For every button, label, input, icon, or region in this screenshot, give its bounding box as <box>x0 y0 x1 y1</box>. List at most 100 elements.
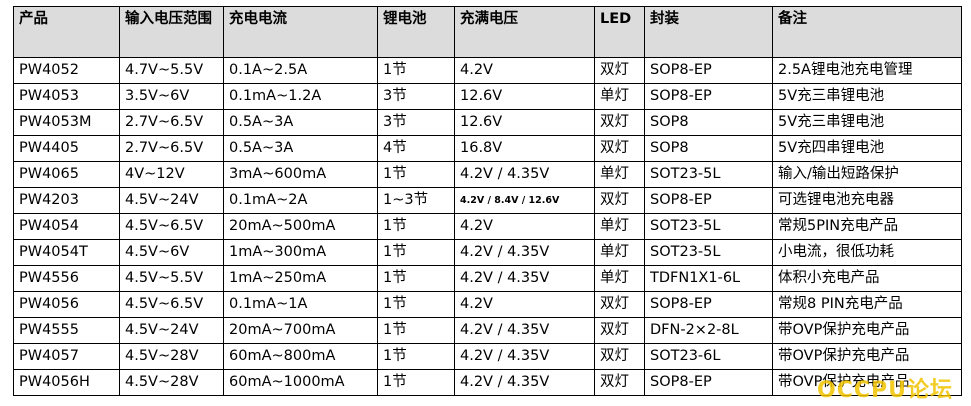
cell-remarks: 小电流，很低功耗 <box>772 239 962 266</box>
table-row: PW4057 4.5V~28V 60mA~800mA 1节 4.2V / 4.35V 双灯… <box>13 343 962 370</box>
cell-battery-cells: 1节 <box>377 265 455 292</box>
cell-led: 双灯 <box>594 109 645 136</box>
cell-charge-current: 20mA~700mA <box>223 317 378 344</box>
table-row: PW4054 4.5V~6.5V 20mA~500mA 1节 4.2V 单灯 SOT23-5… <box>13 213 962 240</box>
table-row: PW4054T 4.5V~6V 1mA~300mA 1节 4.2V / 4.35V 单灯 S… <box>13 239 962 266</box>
header-charge-current: 充电电流 <box>223 6 378 58</box>
cell-charge-current: 20mA~500mA <box>223 213 378 240</box>
cell-product: PW4052 <box>13 57 120 84</box>
table-row: PW4556 4.5V~5.5V 1mA~250mA 1节 4.2V / 4.35V 单灯… <box>13 265 962 292</box>
cell-charge-current: 1mA~250mA <box>223 265 378 292</box>
cell-input-voltage: 4.7V~5.5V <box>119 57 224 84</box>
header-led: LED <box>594 6 645 58</box>
cell-led: 双灯 <box>594 135 645 162</box>
table-row: PW4052 4.7V~5.5V 0.1A~2.5A 1节 4.2V 双灯 SOP8-EP 2… <box>13 57 962 84</box>
cell-full-voltage: 4.2V <box>454 213 595 240</box>
product-table: 产品 输入电压范围 充电电流 锂电池 充满电压 LED 封装 备注 PW4052… <box>13 6 962 396</box>
cell-full-voltage: 4.2V / 4.35V <box>454 239 595 266</box>
cell-battery-cells: 1节 <box>377 369 455 396</box>
cell-full-voltage: 16.8V <box>454 135 595 162</box>
cell-remarks: 5V充三串锂电池 <box>772 83 962 110</box>
cell-charge-current: 0.1mA~1A <box>223 291 378 318</box>
cell-input-voltage: 4.5V~5.5V <box>119 265 224 292</box>
cell-input-voltage: 4.5V~24V <box>119 187 224 214</box>
cell-remarks: 2.5A锂电池充电管理 <box>772 57 962 84</box>
cell-full-voltage: 4.2V <box>454 57 595 84</box>
cell-battery-cells: 3节 <box>377 109 455 136</box>
table-row: PW4203 4.5V~24V 0.1mA~2A 1~3节 4.2V / 8.4V / … <box>13 187 962 214</box>
table-row: PW4053M 2.7V~6.5V 0.5A~3A 3节 12.6V 双灯 SOP8 5V充三… <box>13 109 962 136</box>
cell-remarks: 输入/输出短路保护 <box>772 161 962 188</box>
cell-input-voltage: 3.5V~6V <box>119 83 224 110</box>
cell-package: DFN-2×2-8L <box>644 317 773 344</box>
cell-charge-current: 0.1A~2.5A <box>223 57 378 84</box>
cell-package: SOP8-EP <box>644 291 773 318</box>
header-product: 产品 <box>13 6 120 58</box>
cell-package: SOP8-EP <box>644 83 773 110</box>
header-full-voltage: 充满电压 <box>454 6 595 58</box>
cell-product: PW4555 <box>13 317 120 344</box>
cell-remarks: 体积小充电产品 <box>772 265 962 292</box>
cell-input-voltage: 2.7V~6.5V <box>119 109 224 136</box>
cell-input-voltage: 4.5V~6V <box>119 239 224 266</box>
cell-product: PW4405 <box>13 135 120 162</box>
cell-full-voltage: 4.2V <box>454 291 595 318</box>
cell-product: PW4054T <box>13 239 120 266</box>
table-row: PW4065 4V~12V 3mA~600mA 1节 4.2V / 4.35V 单灯 SOT… <box>13 161 962 188</box>
cell-full-voltage: 4.2V / 4.35V <box>454 343 595 370</box>
cell-remarks: 可选锂电池充电器 <box>772 187 962 214</box>
cell-battery-cells: 1节 <box>377 291 455 318</box>
cell-full-voltage: 4.2V / 4.35V <box>454 161 595 188</box>
header-battery-cells: 锂电池 <box>377 6 455 58</box>
cell-battery-cells: 1~3节 <box>377 187 455 214</box>
cell-charge-current: 0.1mA~2A <box>223 187 378 214</box>
cell-input-voltage: 4.5V~28V <box>119 369 224 396</box>
cell-product: PW4056 <box>13 291 120 318</box>
header-row: 产品 输入电压范围 充电电流 锂电池 充满电压 LED 封装 备注 <box>13 6 962 58</box>
header-remarks: 备注 <box>772 6 962 58</box>
cell-charge-current: 60mA~1000mA <box>223 369 378 396</box>
cell-product: PW4065 <box>13 161 120 188</box>
cell-led: 双灯 <box>594 187 645 214</box>
cell-led: 单灯 <box>594 83 645 110</box>
cell-input-voltage: 4V~12V <box>119 161 224 188</box>
header-package: 封装 <box>644 6 773 58</box>
cell-battery-cells: 3节 <box>377 83 455 110</box>
cell-led: 单灯 <box>594 213 645 240</box>
cell-package: SOP8-EP <box>644 187 773 214</box>
cell-input-voltage: 2.7V~6.5V <box>119 135 224 162</box>
cell-package: SOT23-5L <box>644 161 773 188</box>
cell-charge-current: 3mA~600mA <box>223 161 378 188</box>
cell-charge-current: 60mA~800mA <box>223 343 378 370</box>
cell-product: PW4057 <box>13 343 120 370</box>
table-row: PW4056 4.5V~6.5V 0.1mA~1A 1节 4.2V 双灯 SOP8-EP 常规… <box>13 291 962 318</box>
cell-remarks: 5V充三串锂电池 <box>772 109 962 136</box>
cell-package: SOT23-5L <box>644 213 773 240</box>
cell-package: SOP8-EP <box>644 369 773 396</box>
cell-input-voltage: 4.5V~24V <box>119 317 224 344</box>
cell-product: PW4056H <box>13 369 120 396</box>
cell-product: PW4556 <box>13 265 120 292</box>
cell-full-voltage: 4.2V / 4.35V <box>454 369 595 396</box>
cell-battery-cells: 1节 <box>377 213 455 240</box>
cell-package: TDFN1X1-6L <box>644 265 773 292</box>
cell-remarks: 带OVP保护充电产品 <box>772 317 962 344</box>
cell-battery-cells: 1节 <box>377 343 455 370</box>
cell-product: PW4203 <box>13 187 120 214</box>
cell-remarks: 常规8 PIN充电产品 <box>772 291 962 318</box>
cell-full-voltage: 4.2V / 4.35V <box>454 265 595 292</box>
cell-full-voltage: 12.6V <box>454 109 595 136</box>
product-table-container: 产品 输入电压范围 充电电流 锂电池 充满电压 LED 封装 备注 PW4052… <box>13 6 962 396</box>
cell-full-voltage: 4.2V / 8.4V / 12.6V <box>454 187 595 214</box>
cell-led: 单灯 <box>594 161 645 188</box>
cell-full-voltage: 4.2V / 4.35V <box>454 317 595 344</box>
cell-input-voltage: 4.5V~28V <box>119 343 224 370</box>
cell-led: 双灯 <box>594 343 645 370</box>
cell-product: PW4053M <box>13 109 120 136</box>
cell-package: SOP8 <box>644 109 773 136</box>
cell-battery-cells: 1节 <box>377 317 455 344</box>
cell-battery-cells: 4节 <box>377 135 455 162</box>
cell-product: PW4053 <box>13 83 120 110</box>
cell-led: 单灯 <box>594 265 645 292</box>
cell-charge-current: 0.1mA~1.2A <box>223 83 378 110</box>
